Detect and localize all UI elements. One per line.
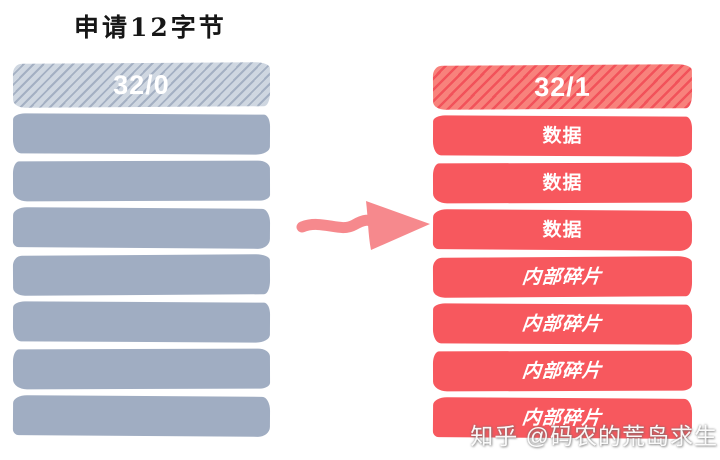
memory-block: 数据 (432, 209, 693, 251)
memory-stack-before: 32/0 (12, 62, 271, 437)
memory-block-label: 内部碎片 (521, 360, 604, 382)
memory-block-label: 内部碎片 (521, 266, 604, 288)
right-arrow-icon (296, 201, 430, 250)
memory-block-label: 32/0 (113, 69, 170, 100)
memory-block (12, 207, 271, 249)
memory-block (12, 160, 271, 202)
memory-block-label: 数据 (542, 219, 583, 241)
memory-block-label: 32/1 (534, 71, 591, 102)
memory-block (12, 395, 271, 437)
memory-block: 数据 (432, 115, 693, 157)
memory-block (12, 113, 271, 155)
memory-block-label: 数据 (542, 172, 583, 194)
memory-block-label: 内部碎片 (521, 313, 604, 335)
memory-block (12, 301, 271, 343)
memory-block: 数据 (432, 162, 693, 204)
memory-block (12, 254, 271, 296)
page-title: 申请12字节 (74, 13, 227, 42)
memory-block-header: 32/1 (432, 64, 693, 110)
memory-block (12, 348, 271, 390)
memory-block: 内部碎片 (432, 303, 693, 345)
memory-stack-after: 32/1 数据 数据 数据 内部碎片 内部碎片 内部碎片 内部碎片 (432, 64, 693, 439)
memory-block-label: 数据 (542, 125, 583, 147)
memory-block-header: 32/0 (12, 62, 271, 108)
memory-block: 内部碎片 (432, 256, 693, 298)
watermark: 知乎 @码农的荒岛求生 (470, 423, 718, 449)
memory-block: 内部碎片 (432, 350, 693, 392)
